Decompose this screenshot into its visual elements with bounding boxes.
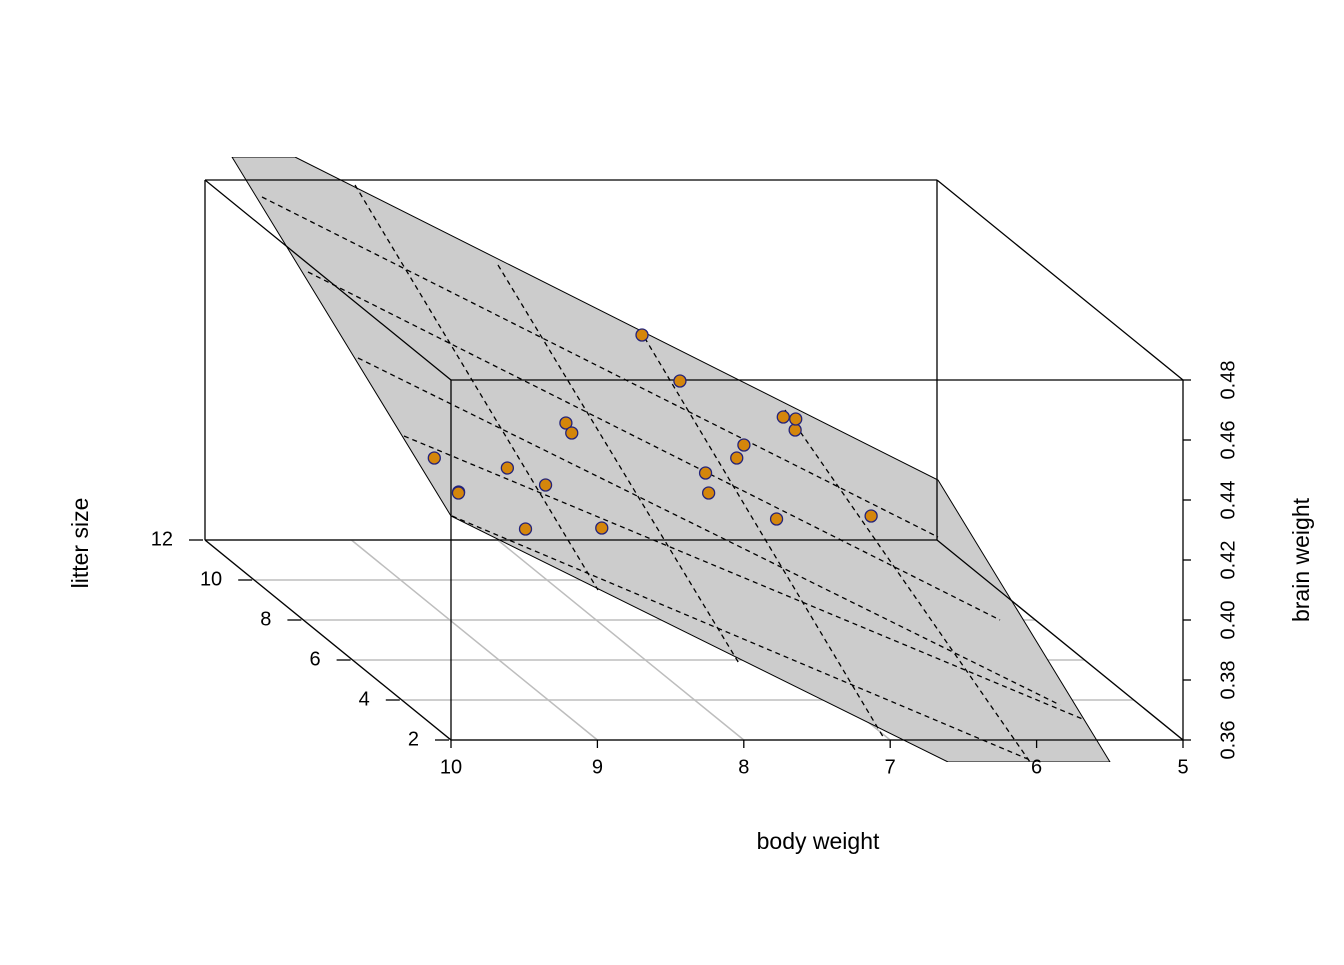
point [500,461,515,475]
point [730,451,744,465]
y-tick-label: 8 [260,608,271,630]
point [565,426,579,440]
y-tick-label: 2 [408,728,419,750]
x-tick-label: 6 [1031,756,1042,778]
point [701,486,716,500]
z-tick-label: 0.44 [1217,481,1239,520]
point [673,374,687,388]
y-tick-label: 12 [151,528,173,550]
z-axis-label: brain weight [1288,497,1314,622]
point [635,328,649,342]
point [518,522,533,536]
z-tick-label: 0.48 [1217,361,1239,400]
z-tick-label: 0.42 [1217,541,1239,580]
point [864,509,878,523]
box-edge [204,539,452,741]
grid-line [497,539,745,741]
y-axis-label: litter size [67,498,93,589]
point [538,478,553,492]
point [789,412,803,426]
point [698,466,713,480]
x-tick-label: 7 [885,756,896,778]
point [788,423,802,437]
point [427,451,441,465]
regression-plane [231,157,1111,762]
x-tick-label: 9 [592,756,603,778]
grid-line [350,539,598,741]
x-axis-label: body weight [757,828,880,854]
point [737,438,751,452]
box-edge [936,179,1184,381]
box-edge [936,539,1184,741]
y-tick-label: 10 [200,568,222,590]
point [769,512,784,526]
x-tick-label: 10 [440,756,462,778]
x-tick-label: 5 [1177,756,1188,778]
z-tick-label: 0.46 [1217,421,1239,460]
point [776,410,790,424]
box-edge [204,179,452,381]
z-tick-label: 0.38 [1217,661,1239,700]
point [451,486,466,500]
point [595,521,609,535]
y-tick-label: 6 [309,648,320,670]
x-tick-label: 8 [738,756,749,778]
z-tick-label: 0.40 [1217,601,1239,640]
point [559,416,573,430]
z-tick-label: 0.36 [1217,721,1239,760]
y-tick-label: 4 [359,688,370,710]
